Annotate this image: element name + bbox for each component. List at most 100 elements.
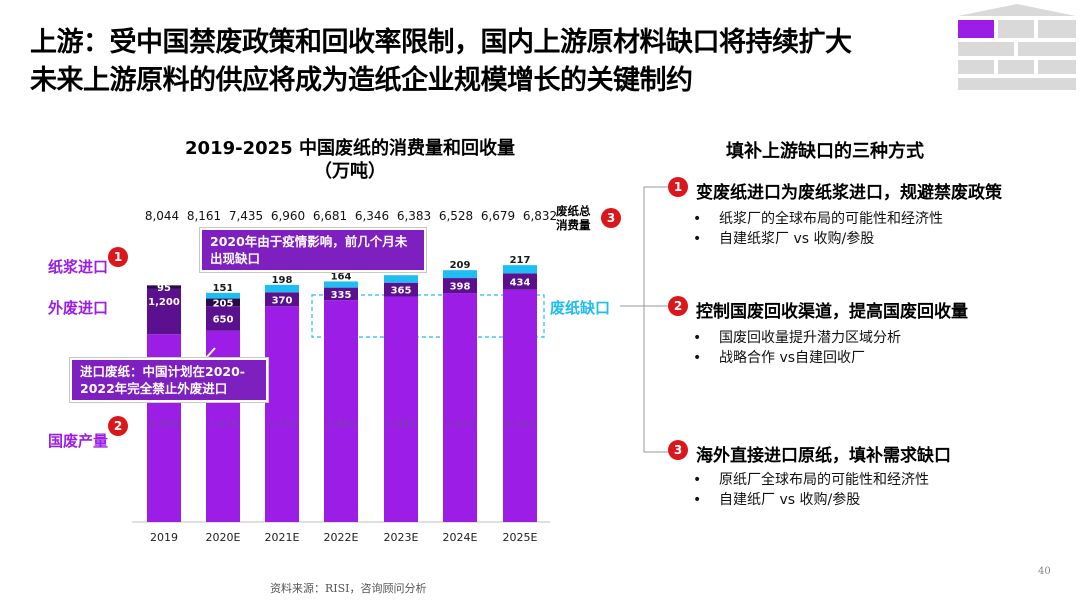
bar-3-3 xyxy=(324,281,358,288)
method-1-bullet-1: • 纸浆厂的全球布局的可能性和经济性 xyxy=(693,208,943,228)
chart-title: 2019-2025 中国废纸的消费量和回收量 （万吨） xyxy=(120,137,580,183)
bar-2-0 xyxy=(147,285,181,289)
bar-label-0-5: 5,075 xyxy=(446,419,475,430)
bar-0-5 xyxy=(443,293,477,522)
total-value: 6,832 xyxy=(523,209,557,223)
bullet-text: 自建纸厂 vs 收购/参股 xyxy=(719,492,861,508)
chart-area: 5,994 1,200 95 2019 5,678 650 205 151 2020E 5,774… xyxy=(132,209,557,544)
bar-1-5 xyxy=(443,278,477,294)
bar-label-1-0: 1,200 xyxy=(148,297,180,308)
bar-label-0-4: 5,984 xyxy=(387,419,416,430)
total-value: 6,960 xyxy=(271,209,305,223)
bar-label-1-6: 434 xyxy=(510,277,531,288)
bar-label-0-6: 6,163 xyxy=(506,419,535,430)
bar-label-1-1: 650 xyxy=(213,314,234,325)
bar-1-1 xyxy=(206,306,240,331)
bar-0-2 xyxy=(265,306,299,522)
badge-three: 3 xyxy=(601,208,621,228)
badge-two-left: 2 xyxy=(108,416,128,436)
bracket xyxy=(620,186,668,453)
bar-1-3 xyxy=(324,287,358,301)
total-value: 6,679 xyxy=(481,209,515,223)
logo-icon xyxy=(958,4,1076,90)
method-2-title: 控制国废回收渠道，提高国废回收量 xyxy=(696,302,968,322)
callout-ban: 进口废纸：中国计划在2020-2022年完全禁止外废进口 xyxy=(70,358,268,402)
bullet-dot: • xyxy=(693,350,702,366)
right-panel-title: 填补上游缺口的三种方式 xyxy=(726,141,924,162)
method-1-badge: 1 xyxy=(668,177,688,197)
callout-covid: 2020年由于疫情影响，前几个月未出现缺口 xyxy=(200,228,426,272)
bar-label-3-1: 151 xyxy=(213,283,234,294)
badge-one-left: 1 xyxy=(108,247,128,267)
method-3-bullet-2: • 自建纸厂 vs 收购/参股 xyxy=(693,489,860,509)
method-2-bullet-2: • 战略合作 vs自建回收厂 xyxy=(693,347,865,367)
x-tick-label: 2020E xyxy=(206,531,241,544)
x-tick-label: 2023E xyxy=(384,531,419,544)
bar-3-2 xyxy=(265,284,299,293)
method-1-bullet-2: • 自建纸浆厂 vs 收购/参股 xyxy=(693,228,874,248)
bar-label-1-3: 335 xyxy=(331,290,352,301)
bar-3-5 xyxy=(443,270,477,279)
bar-3-4 xyxy=(384,275,418,283)
bullet-dot: • xyxy=(693,231,702,247)
bar-1-4 xyxy=(384,282,418,297)
method-3-title: 海外直接进口原纸，填补需求缺口 xyxy=(696,446,951,466)
gap-highlight-box xyxy=(311,294,545,338)
page-title: 上游：受中国禁废政策和回收率限制，国内上游原材料缺口将持续扩大 xyxy=(30,27,852,58)
bar-0-3 xyxy=(324,300,358,522)
chart-title-line1: 2019-2025 中国废纸的消费量和回收量 xyxy=(185,138,515,159)
bar-3-1 xyxy=(206,292,240,299)
total-value: 6,528 xyxy=(439,209,473,223)
bar-1-2 xyxy=(265,292,299,307)
label-foreign-waste: 外废进口 xyxy=(48,299,109,317)
source-note: 资料来源：RISI，咨询顾问分析 xyxy=(270,582,427,595)
total-consumption-label: 废纸总消费量 xyxy=(556,204,591,232)
label-domestic-waste: 国废产量 xyxy=(48,432,109,450)
bar-label-0-2: 5,774 xyxy=(268,419,297,430)
method-1-title: 变废纸进口为废纸浆进口，规避禁废政策 xyxy=(696,183,1002,203)
bullet-text: 自建纸浆厂 vs 收购/参股 xyxy=(719,231,875,247)
method-3-bullet-1: • 原纸厂全球布局的可能性和经济性 xyxy=(693,469,929,489)
x-tick-label: 2021E xyxy=(265,531,300,544)
x-tick-label: 2022E xyxy=(324,531,359,544)
bullet-dot: • xyxy=(693,472,702,488)
label-pulp-import: 纸浆进口 xyxy=(48,258,109,276)
total-value: 8,161 xyxy=(187,209,221,223)
x-tick-label: 2019 xyxy=(150,531,178,544)
method-3-badge: 3 xyxy=(668,440,688,460)
bar-label-0-3: 5,884 xyxy=(327,419,356,430)
bar-label-2-0: 95 xyxy=(157,283,171,294)
chart-title-line2: （万吨） xyxy=(314,161,386,182)
total-value: 6,681 xyxy=(313,209,347,223)
bar-label-3-2: 198 xyxy=(272,275,293,286)
bullet-dot: • xyxy=(693,492,702,508)
bar-label-3-3: 164 xyxy=(331,271,352,282)
bullet-text: 国废回收量提升潜力区域分析 xyxy=(719,330,901,346)
total-value: 6,383 xyxy=(397,209,431,223)
total-value: 7,435 xyxy=(229,209,263,223)
label-gap: 废纸缺口 xyxy=(550,299,611,317)
total-value: 8,044 xyxy=(145,209,179,223)
bar-0-6 xyxy=(503,289,537,522)
bar-label-3-6: 217 xyxy=(510,255,531,266)
bar-label-3-5: 209 xyxy=(450,260,471,271)
bar-3-6 xyxy=(503,265,537,274)
bar-label-1-2: 370 xyxy=(272,295,293,306)
page-number: 40 xyxy=(1038,566,1051,577)
bar-label-2-1: 205 xyxy=(213,298,234,309)
bar-label-1-4: 365 xyxy=(391,286,412,297)
bar-label-0-1: 5,678 xyxy=(209,419,238,430)
bullet-dot: • xyxy=(693,211,702,227)
bar-1-6 xyxy=(503,273,537,290)
bar-1-0 xyxy=(147,288,181,335)
bar-label-0-0: 5,994 xyxy=(150,419,179,430)
x-tick-label: 2025E xyxy=(503,531,538,544)
bar-label-1-5: 398 xyxy=(450,282,471,293)
method-2-badge: 2 xyxy=(668,296,688,316)
bar-0-4 xyxy=(384,296,418,522)
bullet-text: 原纸厂全球布局的可能性和经济性 xyxy=(719,472,929,488)
x-tick-label: 2024E xyxy=(443,531,478,544)
total-value: 6,346 xyxy=(355,209,389,223)
bullet-text: 战略合作 vs自建回收厂 xyxy=(719,350,866,366)
bar-2-1 xyxy=(206,298,240,307)
